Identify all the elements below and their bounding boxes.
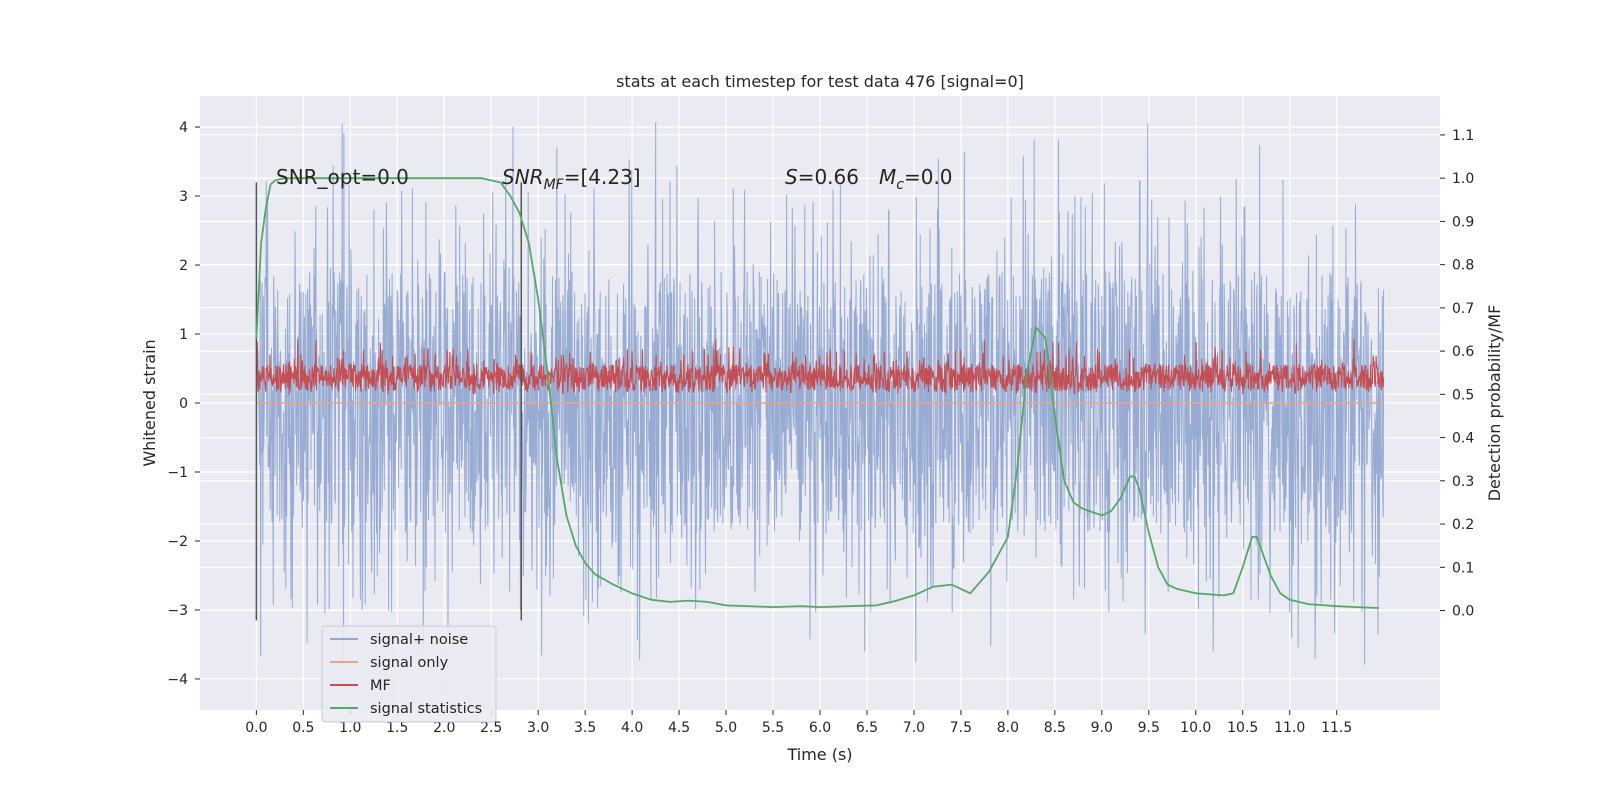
- x-tick-label: 8.5: [1044, 720, 1066, 736]
- y2-tick-label: 0.9: [1452, 214, 1474, 230]
- x-tick-label: 2.5: [480, 720, 502, 736]
- series-line-mf: [255, 339, 1385, 395]
- annotation-s: S=0.66: [785, 165, 859, 189]
- annotation-snr-mf-value: =[4.23]: [564, 165, 641, 189]
- ticks: 0.0 0.5 1.0 1.5 2.0 2.5 3.0 3.5 4.0 4.5 5.0 5.5 6.0 6…: [167, 120, 1474, 736]
- y2-axis-label: Detection probability/MF: [1485, 305, 1504, 502]
- legend-box: [321, 625, 497, 723]
- series-line-signal-statistics: [255, 177, 1379, 609]
- x-tick-label: 6.0: [809, 720, 831, 736]
- annotation-snr-mf-sub: MF: [544, 177, 565, 193]
- series-signal-noise: [255, 121, 1385, 665]
- x-tick-label: 7.0: [903, 720, 925, 736]
- y2-tick-label: 0.7: [1452, 301, 1474, 317]
- annotation-mc-sub: c: [896, 177, 904, 193]
- x-tick-label: 7.5: [950, 720, 972, 736]
- y-tick-label: 1: [179, 327, 188, 343]
- y2-tick-label: 0.8: [1452, 258, 1474, 274]
- y-tick-label: 0: [179, 396, 188, 412]
- x-tick-label: 9.0: [1091, 720, 1113, 736]
- x-tick-label: 1.5: [386, 720, 408, 736]
- y2-tick-label: 1.0: [1452, 171, 1474, 187]
- x-tick-label: 9.5: [1138, 720, 1160, 736]
- x-tick-label: 4.5: [668, 720, 690, 736]
- x-tick-label: 5.5: [762, 720, 784, 736]
- annotation-mc-base: M: [879, 165, 896, 189]
- y2-tick-label: 0.3: [1452, 474, 1474, 490]
- x-tick-label: 6.5: [856, 720, 878, 736]
- x-tick-label: 0.5: [292, 720, 314, 736]
- legend-label-signal-noise: signal+ noise: [370, 632, 468, 648]
- x-axis-label: Time (s): [786, 745, 852, 764]
- series-signal-statistics: [255, 177, 1379, 609]
- annotation-mc-value: =0.0: [904, 165, 953, 189]
- x-tick-label: 3.0: [527, 720, 549, 736]
- series-mf: [255, 339, 1385, 395]
- x-tick-label: 1.0: [339, 720, 361, 736]
- y2-tick-label: 0.0: [1452, 604, 1474, 620]
- x-tick-label: 2.0: [433, 720, 455, 736]
- annotation-mc: Mc=0.0: [879, 165, 953, 193]
- y-tick-label: −4: [167, 672, 188, 688]
- y2-tick-label: 1.1: [1452, 128, 1474, 144]
- y-tick-label: −1: [167, 465, 188, 481]
- x-tick-label: 5.0: [715, 720, 737, 736]
- x-tick-label: 11.5: [1321, 720, 1352, 736]
- annotation-s-symbol: S: [785, 165, 798, 189]
- y-tick-label: −2: [167, 534, 188, 550]
- y2-tick-label: 0.5: [1452, 387, 1474, 403]
- x-tick-label: 4.0: [621, 720, 643, 736]
- legend-label-signal-only: signal only: [370, 655, 449, 671]
- series-line-signal-noise: [255, 121, 1385, 665]
- chart-title: stats at each timestep for test data 476…: [616, 72, 1024, 91]
- y2-tick-label: 0.4: [1452, 431, 1474, 447]
- x-tick-label: 8.0: [997, 720, 1019, 736]
- legend-label-mf: MF: [370, 678, 391, 694]
- annotation-snr-mf-base: SNR: [502, 165, 544, 189]
- vertical-markers: [255, 182, 523, 621]
- y2-tick-label: 0.2: [1452, 517, 1474, 533]
- x-tick-label: 10.5: [1227, 720, 1258, 736]
- legend: signal+ noise signal only MF signal stat…: [321, 625, 497, 723]
- x-tick-label: 10.0: [1180, 720, 1211, 736]
- y-tick-label: 3: [179, 189, 188, 205]
- legend-label-signal-statistics: signal statistics: [370, 701, 482, 717]
- x-tick-label: 11.0: [1274, 720, 1305, 736]
- annotation-snr-mf: SNRMF=[4.23]: [502, 165, 641, 193]
- annotation-s-value: =0.66: [798, 165, 859, 189]
- y2-tick-label: 0.6: [1452, 344, 1474, 360]
- y-tick-label: 4: [179, 120, 188, 136]
- y-tick-label: 2: [179, 258, 188, 274]
- x-tick-label: 0.0: [245, 720, 267, 736]
- y-tick-label: −3: [167, 603, 188, 619]
- y-axis-label: Whitened strain: [140, 339, 159, 466]
- x-tick-label: 3.5: [574, 720, 596, 736]
- y2-tick-label: 0.1: [1452, 560, 1474, 576]
- annotation-snr-opt: SNR_opt=0.0: [276, 165, 409, 189]
